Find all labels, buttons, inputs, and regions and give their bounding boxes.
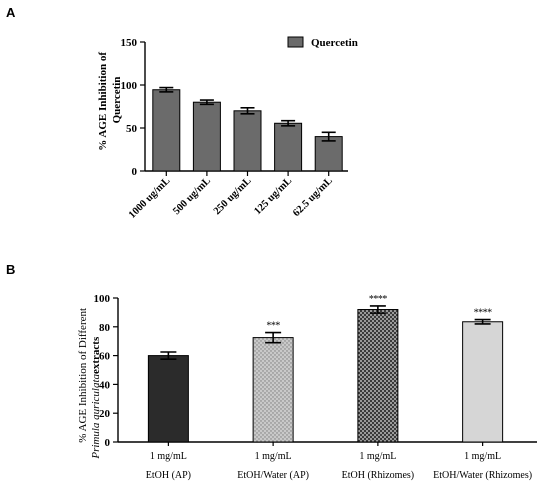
chart-b-ylabel: % AGE Inhibition of Different Primula au… [77,305,102,459]
chart-b-bar [357,309,399,443]
chart-a-xtick-label: 62.5 ug/mL [291,175,335,219]
chart-a-ytick-label: 50 [126,123,138,135]
chart-a-bar [274,122,303,172]
panel-a-label: A [6,5,16,20]
panel-b-label: B [6,262,15,277]
chart-a-legend-swatch [287,36,304,48]
chart-a-ytick-label: 150 [121,37,138,49]
chart-a-bar [233,110,262,172]
chart-a-bar [314,136,343,172]
chart-b-xtick-label: 1 mg/mL [255,451,292,462]
chart-b-xtick-label: 1 mg/mL [464,451,501,462]
chart-b-ytick-label: 0 [105,437,111,449]
chart-b-significance-label: **** [369,294,388,305]
chart-a-xtick-label: 500 ug/mL [171,175,213,217]
chart-b-group-label: EtOH (Rhizomes) [342,470,415,481]
chart-b-group-label: EtOH (AP) [146,470,191,481]
chart-a-xtick-label: 125 ug/mL [252,175,294,217]
chart-a-ylabel-line1: % AGE Inhibition of [97,52,109,151]
chart-a-ytick-label: 100 [121,80,138,92]
chart-b: % AGE Inhibition of Different Primula au… [77,293,537,481]
chart-b-xtick-label: 1 mg/mL [359,451,396,462]
chart-b-significance-label: **** [474,308,493,319]
chart-b-ytick-label: 80 [99,322,111,334]
chart-a-legend-label: Quercetin [311,37,358,49]
chart-a-ylabel-line2: Quercetin [111,77,123,124]
chart-b-group-label: EtOH/Water (Rhizomes) [433,470,532,481]
chart-a-legend: Quercetin [287,36,358,49]
chart-b-bar [147,355,189,443]
chart-b-significance-label: *** [266,321,280,332]
chart-a: % AGE Inhibition of Quercetin Quercetin … [97,36,358,221]
chart-a-xtick-label: 1000 ug/mL [127,175,173,221]
chart-b-group-label: EtOH/Water (AP) [237,470,309,481]
chart-b-ylabel-line2-italic: Primula auriculata [90,374,102,460]
chart-a-bar [152,89,181,172]
chart-b-ytick-label: 20 [99,408,111,420]
chart-a-xtick-label: 250 ug/mL [212,175,254,217]
chart-a-ytick-label: 0 [132,166,138,178]
chart-b-bar [252,337,294,443]
chart-b-bar [462,321,504,443]
chart-a-ylabel: % AGE Inhibition of Quercetin [97,49,123,150]
chart-b-ytick-label: 60 [99,351,111,363]
chart-b-xtick-label: 1 mg/mL [150,451,187,462]
chart-b-ytick-label: 40 [99,379,111,391]
chart-b-ytick-label: 100 [94,293,111,305]
chart-a-bar [192,101,221,172]
chart-b-ylabel-line1: % AGE Inhibition of Different [77,308,89,443]
chart-b-ylabel-rest: extracts [90,336,102,374]
